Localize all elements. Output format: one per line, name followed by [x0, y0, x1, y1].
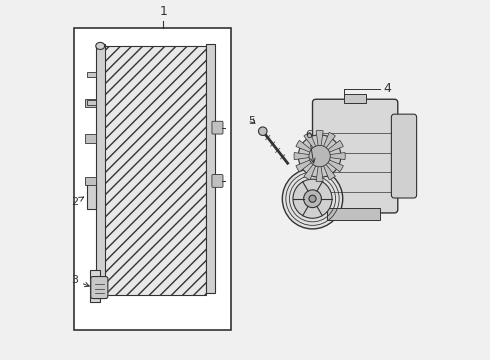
Wedge shape — [316, 156, 323, 182]
FancyBboxPatch shape — [212, 121, 223, 134]
Text: 6: 6 — [305, 130, 315, 163]
Wedge shape — [316, 131, 323, 156]
Bar — [103, 46, 206, 294]
Bar — [206, 44, 215, 293]
Circle shape — [282, 168, 343, 229]
Wedge shape — [304, 156, 319, 180]
Bar — [96, 44, 105, 293]
Bar — [85, 99, 96, 107]
Bar — [87, 181, 96, 210]
Bar — [85, 177, 96, 185]
FancyArrow shape — [87, 72, 96, 77]
FancyBboxPatch shape — [91, 276, 108, 298]
Bar — [327, 208, 380, 220]
Text: 2: 2 — [71, 197, 84, 207]
Bar — [344, 94, 366, 103]
Bar — [74, 28, 231, 330]
Text: 3: 3 — [71, 275, 89, 287]
Wedge shape — [319, 153, 345, 159]
FancyArrow shape — [87, 100, 96, 105]
Wedge shape — [304, 132, 319, 156]
Wedge shape — [296, 140, 319, 156]
Text: 1: 1 — [159, 5, 167, 18]
Wedge shape — [319, 140, 343, 156]
Circle shape — [309, 145, 330, 167]
FancyBboxPatch shape — [212, 175, 223, 187]
Wedge shape — [319, 156, 343, 172]
Text: 4: 4 — [384, 82, 392, 95]
Circle shape — [298, 135, 341, 177]
Ellipse shape — [96, 42, 105, 49]
FancyBboxPatch shape — [392, 114, 416, 198]
Circle shape — [293, 179, 332, 218]
Wedge shape — [296, 156, 319, 172]
Bar — [85, 134, 96, 143]
Circle shape — [304, 190, 321, 208]
Text: 5: 5 — [248, 116, 256, 126]
Wedge shape — [294, 153, 319, 159]
Circle shape — [259, 127, 267, 135]
Wedge shape — [319, 156, 335, 180]
Circle shape — [309, 195, 316, 202]
Bar — [91, 270, 100, 302]
Wedge shape — [319, 132, 335, 156]
FancyBboxPatch shape — [313, 99, 398, 213]
